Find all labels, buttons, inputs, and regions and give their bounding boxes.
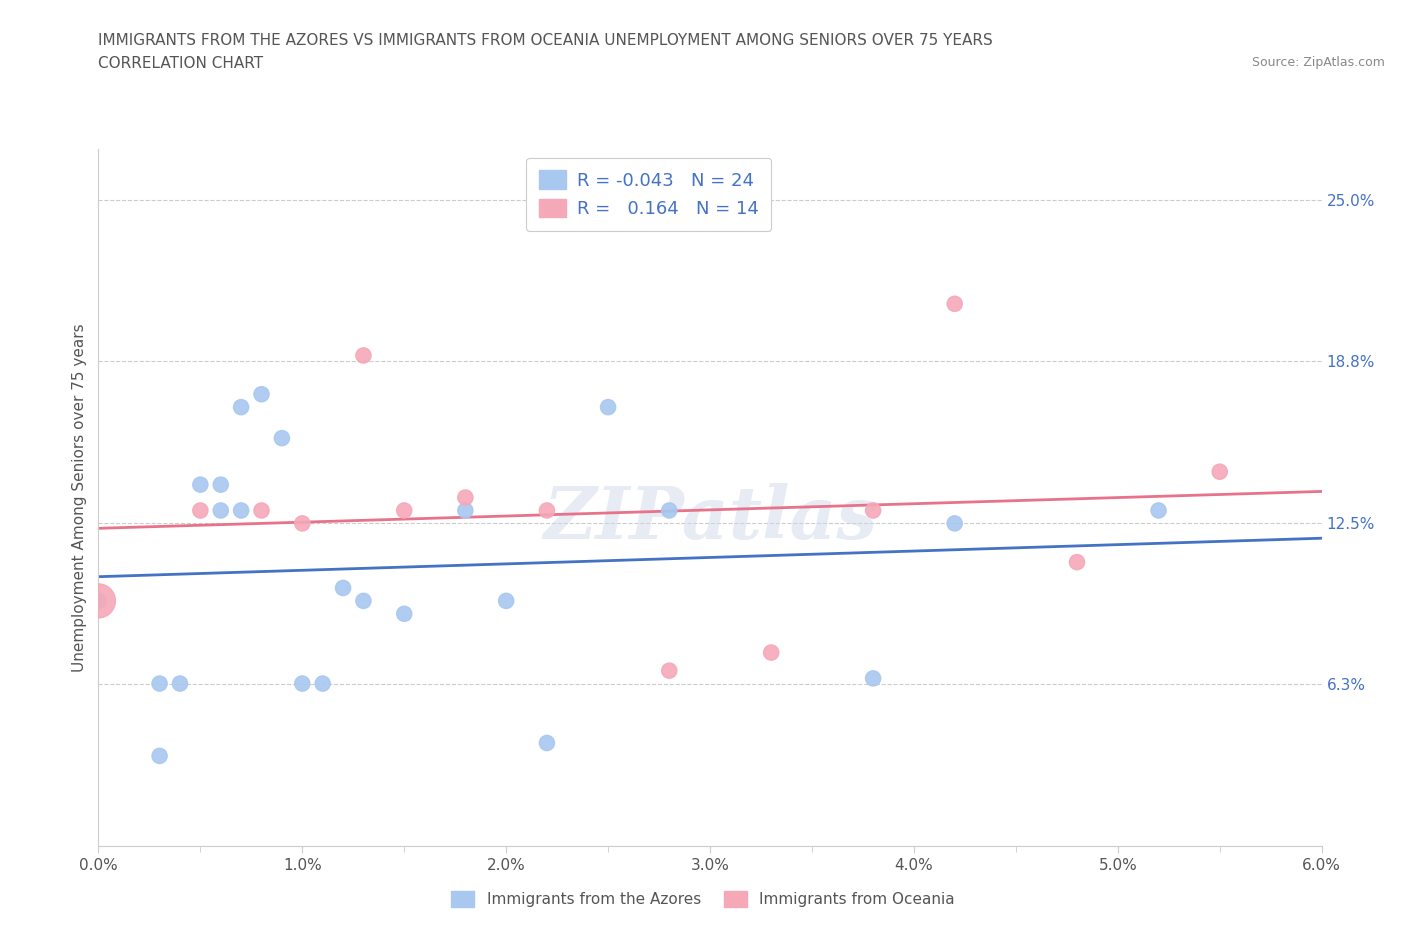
Text: IMMIGRANTS FROM THE AZORES VS IMMIGRANTS FROM OCEANIA UNEMPLOYMENT AMONG SENIORS: IMMIGRANTS FROM THE AZORES VS IMMIGRANTS… [98, 33, 993, 47]
Legend: Immigrants from the Azores, Immigrants from Oceania: Immigrants from the Azores, Immigrants f… [446, 884, 960, 913]
Point [598, 400, 620, 415]
Point [311, 676, 335, 691]
Point [536, 503, 558, 518]
Point [862, 503, 884, 518]
Point [188, 477, 212, 492]
Point [352, 593, 374, 608]
Point [291, 516, 314, 531]
Point [169, 676, 191, 691]
Point [209, 503, 232, 518]
Point [761, 645, 783, 660]
Point [270, 431, 292, 445]
Point [454, 490, 477, 505]
Point [392, 503, 416, 518]
Point [149, 676, 172, 691]
Point [250, 503, 273, 518]
Point [1147, 503, 1170, 518]
Point [209, 477, 232, 492]
Legend: R = -0.043   N = 24, R =   0.164   N = 14: R = -0.043 N = 24, R = 0.164 N = 14 [526, 158, 772, 231]
Point [943, 516, 966, 531]
Point [495, 593, 517, 608]
Text: CORRELATION CHART: CORRELATION CHART [98, 56, 263, 71]
Point [1208, 464, 1232, 479]
Point [1066, 554, 1088, 569]
Point [352, 348, 374, 363]
Point [658, 663, 681, 678]
Point [291, 676, 314, 691]
Point [231, 400, 253, 415]
Point [149, 749, 172, 764]
Point [250, 387, 273, 402]
Text: ZIPatlas: ZIPatlas [543, 483, 877, 554]
Point [454, 503, 477, 518]
Point [536, 736, 558, 751]
Point [87, 593, 110, 608]
Point [862, 671, 884, 685]
Point [943, 297, 966, 312]
Point [332, 580, 354, 595]
Point [231, 503, 253, 518]
Text: Source: ZipAtlas.com: Source: ZipAtlas.com [1251, 56, 1385, 69]
Y-axis label: Unemployment Among Seniors over 75 years: Unemployment Among Seniors over 75 years [72, 324, 87, 671]
Point [188, 503, 212, 518]
Point [87, 593, 110, 608]
Point [658, 503, 681, 518]
Point [392, 606, 416, 621]
